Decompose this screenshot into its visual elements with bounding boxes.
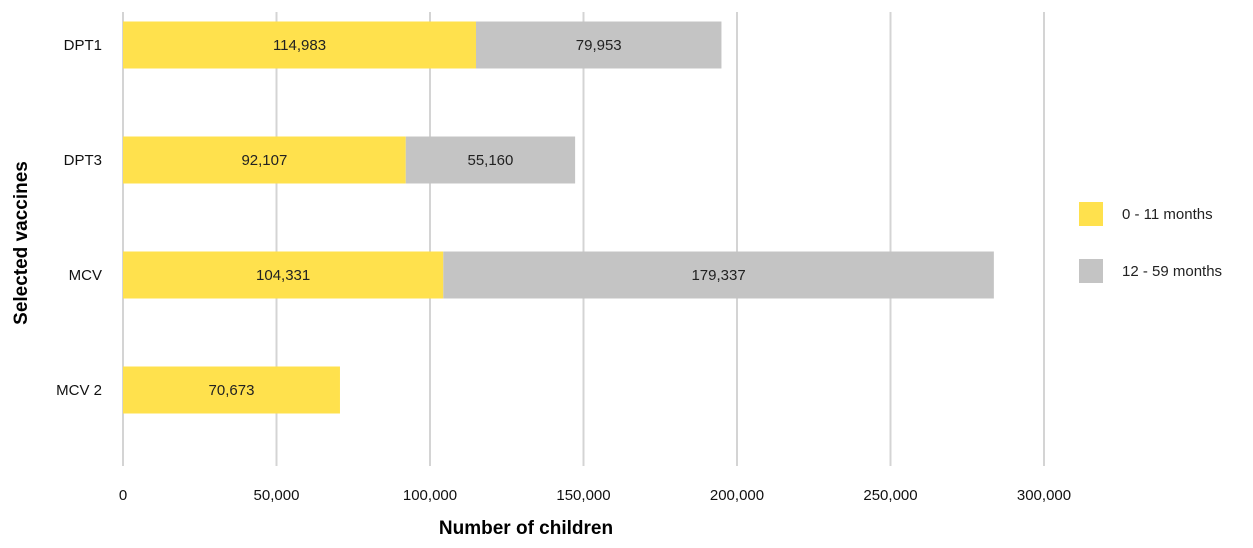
bars: 114,983 79,953 92,107 55,160 104,331 179,337 7…	[123, 21, 994, 414]
legend-label: 12 - 59 months	[1122, 263, 1222, 280]
bar-value-label: 55,160	[467, 152, 513, 169]
x-tick-label: 300,000	[1017, 487, 1071, 504]
bar-segment	[123, 136, 406, 184]
bar-value-label: 114,983	[273, 37, 326, 54]
bar-value-label: 92,107	[241, 152, 287, 169]
category-label: MCV 2	[56, 382, 102, 399]
bar-value-label: 104,331	[256, 267, 310, 284]
bar-segment	[475, 21, 722, 69]
x-tick-label: 150,000	[556, 487, 610, 504]
category-label: DPT3	[64, 152, 102, 169]
legend-swatch	[1079, 259, 1103, 283]
x-tick-label: 50,000	[254, 487, 300, 504]
x-tick-label: 200,000	[710, 487, 764, 504]
category-label: MCV	[69, 267, 102, 284]
gridlines	[122, 12, 1045, 466]
x-tick-label: 100,000	[403, 487, 457, 504]
legend-label: 0 - 11 months	[1122, 206, 1213, 223]
legend-swatch	[1079, 202, 1103, 226]
bar-segment	[123, 366, 340, 414]
bar-segment	[123, 251, 444, 299]
bar-value-label: 179,337	[691, 267, 745, 284]
legend: 0 - 11 months 12 - 59 months	[1079, 202, 1222, 283]
bar-segment	[405, 136, 576, 184]
x-axis-title: Number of children	[439, 518, 613, 539]
bar-segment	[443, 251, 994, 299]
y-axis-title: Selected vaccines	[11, 161, 32, 325]
bar-segment	[123, 21, 476, 69]
x-tick-label: 0	[119, 487, 127, 504]
bar-value-label: 79,953	[576, 37, 622, 54]
category-labels: DPT1 DPT3 MCV MCV 2	[56, 37, 102, 399]
x-tick-label: 250,000	[863, 487, 917, 504]
category-label: DPT1	[64, 37, 102, 54]
bar-value-label: 70,673	[209, 382, 255, 399]
x-tick-labels: 0 50,000 100,000 150,000 200,000 250,000 300,0…	[119, 487, 1071, 504]
